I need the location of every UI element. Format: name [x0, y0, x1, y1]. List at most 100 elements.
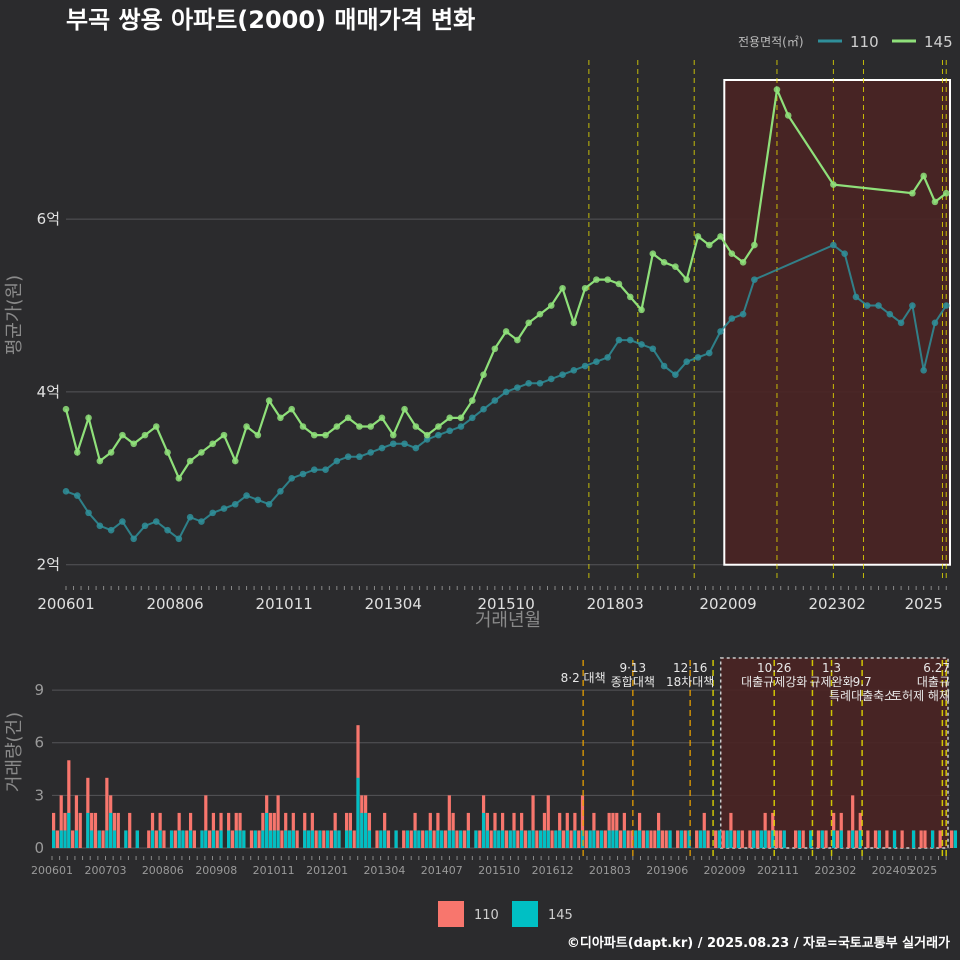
volume-bar-145 [227, 830, 231, 848]
price-x-tick-label: 201803 [587, 595, 644, 613]
volume-bar-145 [771, 830, 775, 848]
volume-bar-145 [474, 830, 478, 848]
volume-bar-145 [234, 830, 238, 848]
volume-x-tick-label: 2025 [909, 864, 937, 877]
price-point-145 [942, 189, 950, 197]
volume-bar-145 [497, 830, 501, 848]
price-point-110 [660, 362, 668, 370]
policy-annotation: 토허제 해제 [891, 689, 950, 703]
price-point-110 [909, 302, 916, 309]
price-point-145 [638, 306, 645, 314]
volume-bar-145 [306, 830, 311, 848]
volume-bar-145 [360, 812, 364, 848]
volume-bar-110 [793, 830, 798, 848]
legend-label-110: 110 [850, 33, 879, 51]
price-point-110 [920, 367, 927, 374]
volume-bar-145 [892, 830, 897, 848]
price-point-110 [277, 487, 284, 495]
price-point-110 [480, 405, 487, 413]
volume-bar-145 [953, 830, 958, 848]
bar-legend-label-145: 145 [548, 908, 573, 923]
price-point-110 [401, 440, 408, 448]
volume-bar-145 [493, 830, 497, 848]
price-point-110 [626, 336, 634, 344]
price-point-110 [85, 509, 92, 517]
volume-bar-110 [801, 830, 805, 848]
price-point-110 [243, 492, 250, 499]
price-point-145 [672, 263, 679, 270]
volume-bar-145 [607, 830, 611, 848]
price-point-145 [446, 414, 453, 422]
volume-bar-145 [238, 830, 242, 848]
volume-bar-110 [462, 830, 467, 848]
price-point-110 [897, 319, 905, 327]
volume-bar-110 [208, 830, 212, 848]
policy-annotation: 대출규제강화 [741, 675, 807, 689]
volume-x-tick-label: 202009 [704, 864, 746, 877]
volume-bar-145 [759, 830, 763, 848]
price-point-145 [694, 233, 702, 240]
volume-bar-110 [778, 830, 782, 848]
volume-bar-110 [660, 830, 665, 848]
volume-bar-145 [520, 830, 524, 848]
volume-bar-110 [230, 830, 235, 848]
volume-y-tick-label: 6 [34, 734, 44, 752]
price-point-145 [830, 181, 837, 188]
volume-bar-110 [504, 830, 509, 848]
policy-annotation: 1.3 [822, 661, 841, 675]
volume-bar-110 [900, 830, 904, 848]
volume-bar-145 [508, 830, 512, 848]
price-point-110 [107, 526, 115, 534]
price-point-110 [514, 384, 521, 391]
price-x-tick-label: 201510 [477, 595, 534, 613]
price-point-110 [852, 293, 860, 301]
price-point-110 [547, 375, 555, 383]
price-point-145 [739, 259, 747, 266]
volume-x-tick-label: 201304 [363, 864, 405, 877]
volume-bar-110 [192, 830, 196, 848]
price-point-110 [581, 362, 589, 370]
price-point-110 [446, 427, 453, 435]
volume-bar-110 [74, 795, 79, 848]
price-point-145 [717, 233, 724, 240]
volume-bar-145 [679, 830, 684, 848]
price-point-110 [209, 509, 217, 517]
volume-bar-145 [284, 830, 288, 848]
volume-bar-145 [74, 830, 79, 848]
volume-bar-110 [329, 830, 333, 848]
volume-bar-110 [59, 795, 63, 848]
price-point-145 [333, 423, 341, 430]
price-point-110 [751, 276, 758, 283]
volume-bar-145 [268, 830, 273, 848]
price-point-110 [649, 345, 657, 353]
volume-bar-145 [67, 812, 71, 848]
volume-bar-110 [774, 830, 779, 848]
price-point-145 [683, 276, 690, 283]
volume-bar-145 [820, 830, 824, 848]
price-point-110 [231, 500, 239, 508]
volume-bar-145 [333, 830, 337, 848]
policy-annotation: 특례대출축소 [829, 689, 895, 703]
volume-bar-145 [752, 830, 756, 848]
footer-credit: ©디아파트(dapt.kr) / 2025.08.23 / 자료=국토교통부 실… [567, 935, 950, 951]
volume-bar-145 [565, 830, 569, 848]
price-point-145 [152, 423, 160, 430]
volume-bar-110 [653, 830, 657, 848]
volume-bar-110 [740, 830, 744, 848]
volume-bar-110 [706, 830, 710, 848]
price-point-145 [457, 414, 465, 422]
volume-x-tick-label: 202111 [757, 864, 799, 877]
price-point-145 [909, 189, 916, 197]
price-point-110 [672, 371, 679, 378]
volume-bar-110 [249, 830, 254, 848]
price-point-110 [694, 354, 702, 361]
volume-bar-145 [112, 830, 117, 848]
volume-bar-145 [291, 830, 295, 848]
volume-bar-110 [276, 795, 280, 848]
volume-bar-145 [657, 830, 661, 848]
volume-bar-110 [93, 812, 98, 848]
price-y-tick-label: 2억 [37, 556, 60, 574]
volume-bar-110 [204, 795, 208, 848]
volume-bar-110 [421, 830, 425, 848]
volume-bar-145 [405, 830, 410, 848]
